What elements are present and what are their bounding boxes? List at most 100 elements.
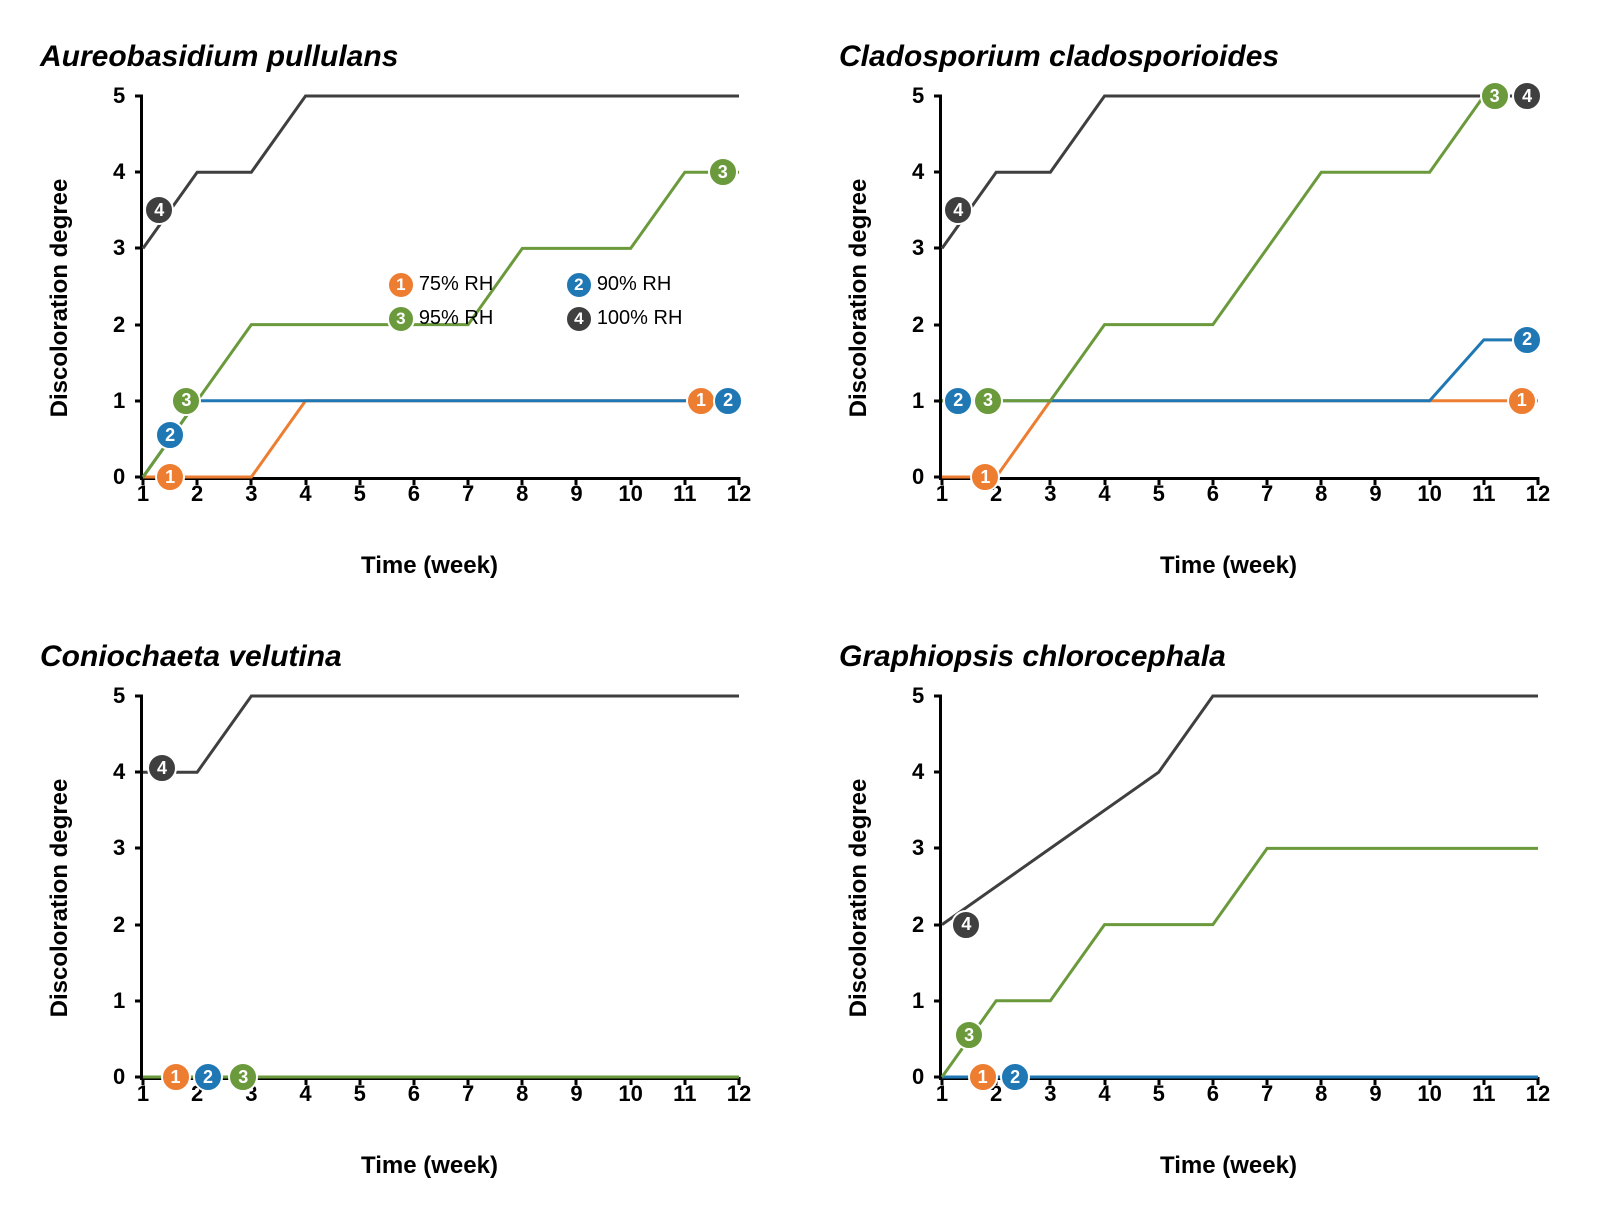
series-marker-s2: 2	[1512, 325, 1542, 355]
series-marker-s3: 3	[973, 386, 1003, 416]
panel-title: Coniochaeta velutina	[40, 640, 759, 674]
y-tick-mark	[135, 95, 143, 98]
x-axis-label: Time (week)	[361, 1152, 498, 1180]
y-tick-mark	[135, 399, 143, 402]
x-tick-label: 10	[1417, 481, 1441, 507]
x-tick-label: 11	[673, 1081, 696, 1107]
legend-label: 75% RH	[419, 273, 493, 296]
panel-title: Aureobasidium pullulans	[40, 40, 759, 74]
y-tick-label: 2	[113, 312, 125, 338]
legend-marker-icon: 2	[565, 271, 593, 299]
y-tick-mark	[135, 923, 143, 926]
y-tick-mark	[934, 999, 942, 1002]
x-tick-label: 8	[516, 1081, 528, 1107]
y-tick-mark	[135, 171, 143, 174]
series-marker-s3: 3	[1480, 81, 1510, 111]
x-tick-label: 12	[727, 481, 751, 507]
y-tick-mark	[934, 695, 942, 698]
y-tick-mark	[135, 999, 143, 1002]
x-tick-label: 1	[936, 481, 948, 507]
series-line-s4	[143, 696, 739, 772]
y-axis-label: Discoloration degree	[46, 779, 74, 1018]
y-tick-label: 0	[912, 1064, 924, 1090]
y-tick-mark	[934, 95, 942, 98]
chart-area: Discoloration degree Time (week) 0123451…	[100, 686, 759, 1110]
y-tick-mark	[934, 399, 942, 402]
y-tick-mark	[135, 695, 143, 698]
x-tick-label: 5	[1153, 1081, 1165, 1107]
y-tick-label: 5	[113, 683, 125, 709]
y-tick-label: 1	[912, 988, 924, 1014]
y-tick-mark	[934, 771, 942, 774]
series-marker-s1: 1	[686, 386, 716, 416]
chart-area: Discoloration degree Time (week) 0123451…	[899, 686, 1558, 1110]
y-tick-mark	[135, 247, 143, 250]
figure-grid: Aureobasidium pullulans Discoloration de…	[40, 40, 1558, 1180]
x-axis-label: Time (week)	[1160, 1152, 1297, 1180]
x-tick-label: 4	[1098, 481, 1110, 507]
line-layer	[942, 96, 1538, 477]
x-tick-label: 7	[1261, 1081, 1273, 1107]
x-tick-label: 5	[354, 1081, 366, 1107]
y-tick-mark	[135, 847, 143, 850]
x-axis-label: Time (week)	[361, 552, 498, 580]
y-tick-label: 4	[912, 759, 924, 785]
x-tick-label: 11	[673, 481, 696, 507]
x-tick-label: 8	[516, 481, 528, 507]
x-tick-label: 5	[354, 481, 366, 507]
x-axis-label: Time (week)	[1160, 552, 1297, 580]
series-marker-s1: 1	[968, 1062, 998, 1092]
x-tick-label: 9	[1369, 481, 1381, 507]
panel-coniochaeta: Coniochaeta velutina Discoloration degre…	[40, 640, 759, 1180]
series-marker-s2: 2	[1000, 1062, 1030, 1092]
line-layer	[942, 696, 1538, 1077]
panel-aureobasidium: Aureobasidium pullulans Discoloration de…	[40, 40, 759, 580]
legend-marker-icon: 4	[565, 305, 593, 333]
y-tick-mark	[934, 923, 942, 926]
x-tick-label: 3	[1044, 1081, 1056, 1107]
y-tick-label: 1	[912, 388, 924, 414]
series-marker-s2: 2	[193, 1062, 223, 1092]
y-axis-label: Discoloration degree	[845, 179, 873, 418]
series-marker-s4: 4	[943, 195, 973, 225]
y-tick-label: 4	[912, 159, 924, 185]
y-tick-label: 4	[113, 159, 125, 185]
plot-region: 0123451234567891011121234	[140, 696, 739, 1080]
panel-title: Graphiopsis chlorocephala	[839, 640, 1558, 674]
panel-graphiopsis: Graphiopsis chlorocephala Discoloration …	[839, 640, 1558, 1180]
plot-region: 0123451234567891011121234	[939, 696, 1538, 1080]
x-tick-label: 1	[137, 481, 149, 507]
legend-marker-icon: 1	[387, 271, 415, 299]
chart-area: Discoloration degree Time (week) 0123451…	[899, 86, 1558, 510]
x-tick-label: 12	[727, 1081, 751, 1107]
x-tick-label: 4	[1098, 1081, 1110, 1107]
y-tick-label: 0	[113, 464, 125, 490]
y-tick-label: 1	[113, 988, 125, 1014]
y-tick-label: 5	[113, 83, 125, 109]
legend-item-s2: 290% RH	[565, 271, 725, 299]
legend-label: 90% RH	[597, 273, 671, 296]
series-marker-s2: 2	[155, 420, 185, 450]
y-tick-mark	[934, 847, 942, 850]
x-tick-label: 10	[618, 481, 642, 507]
series-marker-s1: 1	[1507, 386, 1537, 416]
x-tick-label: 11	[1472, 481, 1495, 507]
y-tick-mark	[934, 171, 942, 174]
legend-item-s1: 175% RH	[387, 271, 547, 299]
plot-region: 01234512345678910111211223344	[939, 96, 1538, 480]
legend-label: 95% RH	[419, 307, 493, 330]
legend-label: 100% RH	[597, 307, 683, 330]
series-marker-s3: 3	[954, 1020, 984, 1050]
x-tick-label: 11	[1472, 1081, 1495, 1107]
x-tick-label: 4	[299, 1081, 311, 1107]
y-tick-mark	[934, 247, 942, 250]
y-tick-label: 3	[912, 835, 924, 861]
y-tick-label: 2	[912, 912, 924, 938]
y-tick-label: 5	[912, 83, 924, 109]
y-tick-label: 2	[912, 312, 924, 338]
series-line-s4	[942, 96, 1538, 248]
x-tick-label: 7	[462, 1081, 474, 1107]
x-tick-label: 12	[1526, 1081, 1550, 1107]
y-tick-label: 0	[912, 464, 924, 490]
series-line-s3	[942, 96, 1538, 401]
